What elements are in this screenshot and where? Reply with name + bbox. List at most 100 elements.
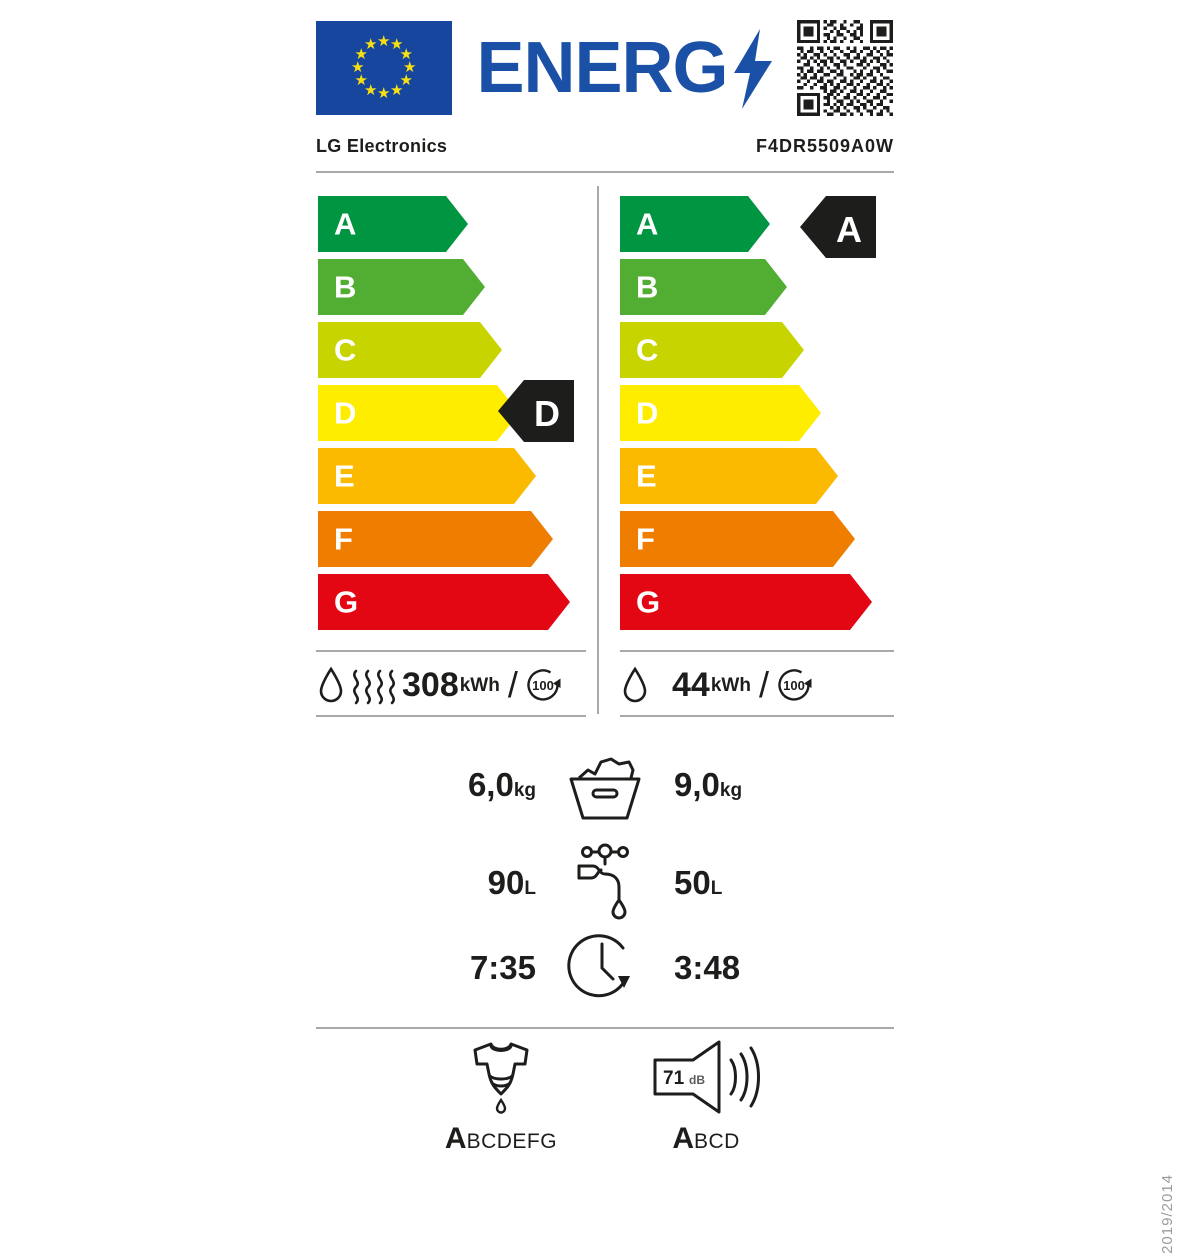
grade-letter-c: C [334,332,357,368]
grade-arrow-icon [318,385,519,441]
grade-arrow-icon [620,511,855,567]
grade-arrow-icon [318,448,536,504]
spin-drying-class-scale: ABCDEFG [445,1124,557,1154]
grade-letter-a: A [636,206,659,242]
grade-letter-b: B [636,269,659,305]
grade-bar-f: F [318,511,570,567]
duration-value-wash: 3:48 [674,948,741,986]
grade-arrow-icon [620,574,872,630]
divider-energy-left-bottom [316,715,586,717]
grade-letter-f: F [636,521,655,557]
divider-energy-right-bottom [620,715,894,717]
svg-text:100: 100 [532,678,554,693]
grade-bar-e: E [318,448,570,504]
grade-arrow-icon [620,196,770,252]
divider-bottom [316,1027,894,1029]
capacity-value-wash: 9,0 [674,765,720,803]
laundry-basket-icon [569,757,641,820]
capacity-row: 6,0 kg 9,0 kg [316,748,894,820]
grade-bar-d: D [620,385,872,441]
duration-row: 7:35 3:48 [316,930,894,1004]
spin-drying-class-active: A [444,1122,467,1155]
grade-bar-a: A [318,196,570,252]
grade-arrow-icon [620,259,787,315]
grade-letter-d: D [334,395,357,431]
energ-logo-text: ENERG [476,28,728,108]
capacity-unit-washdryer: kg [513,779,536,801]
clock-icon [567,934,630,998]
tap-faucet-icon [577,843,629,920]
energy-separator-washdryer: / [507,664,518,705]
bottom-section: ABCDEFG 71 dB ABCD [316,1038,894,1178]
noise-block: 71 dB ABCD [647,1038,765,1154]
water-drop-icon [623,666,647,703]
grade-arrow-icon [318,322,502,378]
grade-bar-a: A [620,196,872,252]
grade-bar-e: E [620,448,872,504]
noise-class-scale: ABCD [672,1124,740,1154]
grade-bar-c: C [318,322,570,378]
water-drop-icon [319,666,343,703]
grade-bar-g: G [620,574,872,630]
lightning-bolt-icon [733,29,772,109]
divider-energy-left-top [316,650,586,652]
grade-bar-b: B [318,259,570,315]
grade-arrow-icon [318,196,468,252]
supplier-model-row: LG Electronics F4DR5509A0W [316,136,894,157]
grade-arrow-icon [620,322,804,378]
grade-letter-g: G [334,584,359,620]
heat-waves-icon [353,669,395,705]
capacity-unit-wash: kg [719,779,743,801]
grade-arrow-icon [620,448,838,504]
model-identifier: F4DR5509A0W [755,136,894,156]
spin-drying-class-rest: BCDEFG [466,1130,558,1153]
spin-drying-tshirt-icon [473,1042,529,1114]
grade-letter-b: B [334,269,357,305]
water-value-washdryer: 90 [487,863,525,901]
duration-value-washdryer: 7:35 [469,948,536,986]
class-pointer-letter-washdryer: D [534,392,560,434]
water-row: 90 L 50 L [316,840,894,924]
supplier-name: LG Electronics [316,136,448,156]
water-unit-wash: L [710,877,723,899]
grade-arrow-icon [620,385,821,441]
divider-vertical [597,186,599,714]
grade-bar-g: G [318,574,570,630]
energy-separator-wash: / [758,664,769,705]
qr-code-icon [796,20,894,116]
energ-logo: ENERG [452,25,790,111]
grade-letter-c: C [636,332,659,368]
noise-unit: dB [689,1073,705,1087]
energy-consumption-washdryer: 308 kWh / 100 [318,658,586,712]
100-cycles-icon: 100 [527,669,561,701]
grade-letter-e: E [636,458,657,494]
speaker-noise-icon: 71 dB [653,1040,761,1114]
energy-value-wash: 44 [672,666,710,704]
divider-header [316,171,894,173]
energy-unit-wash: kWh [710,674,751,696]
grade-letter-g: G [636,584,661,620]
grade-arrow-icon [318,259,485,315]
divider-energy-right-top [620,650,894,652]
grade-letter-a: A [334,206,357,242]
class-pointer-wash: A [800,196,876,263]
svg-text:100: 100 [783,678,805,693]
grade-arrow-icon [318,574,570,630]
energy-value-washdryer: 308 [402,666,459,704]
100-cycles-icon: 100 [778,669,812,701]
grade-letter-e: E [334,458,355,494]
grade-bar-f: F [620,511,872,567]
energy-unit-washdryer: kWh [459,674,500,696]
label-header: ★ ★ ★ ★ ★ ★ ★ ★ ★ ★ ★ ★ ENERG [316,18,894,118]
spin-drying-block: ABCDEFG [445,1038,557,1154]
capacity-value-washdryer: 6,0 [467,765,514,803]
noise-class-rest: BCD [694,1130,740,1153]
class-pointer-icon [800,196,876,258]
class-pointer-letter-wash: A [836,208,862,250]
class-pointer-icon [498,380,574,442]
class-pointer-washdryer: D [498,380,574,447]
regulation-reference: 2019/2014 [1159,1174,1176,1254]
noise-value: 71 [663,1068,685,1089]
